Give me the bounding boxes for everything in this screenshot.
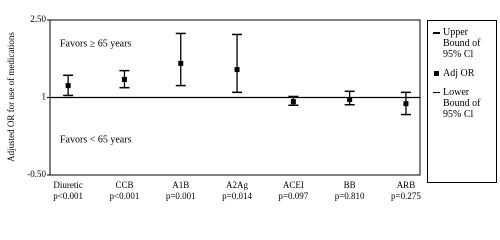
legend-entry: Adj OR (431, 68, 493, 79)
p-value-label: p=0.001 (166, 191, 196, 201)
x-tick-label: CCB (115, 180, 133, 190)
x-tick-label: ACEI (283, 180, 304, 190)
legend-symbol (431, 87, 443, 120)
legend-label: Adj OR (443, 68, 475, 79)
point (290, 99, 296, 105)
p-value-label: p=0.810 (335, 191, 365, 201)
legend-label: Upper Bound of 95% Cl (443, 27, 481, 60)
p-value-label: p=0.014 (222, 191, 252, 201)
point (121, 76, 127, 82)
y-tick-label: -0.50 (27, 169, 46, 179)
x-tick-label: A2Ag (226, 180, 248, 190)
annotation: Favors < 65 years (60, 134, 132, 145)
legend-entry: Lower Bound of 95% Cl (431, 87, 493, 120)
legend-symbol (431, 68, 443, 79)
legend-label: Lower Bound of 95% Cl (443, 87, 481, 120)
legend-entry: Upper Bound of 95% Cl (431, 27, 493, 60)
y-axis-label: Adjusted OR for use of medications (6, 32, 16, 162)
point (403, 101, 409, 107)
y-tick-label: 2.50 (30, 14, 46, 24)
y-tick-label: 1 (42, 92, 47, 102)
p-value-label: p=0.275 (391, 191, 421, 201)
annotation: Favors ≥ 65 years (60, 38, 131, 49)
point (347, 97, 353, 103)
page: Adjusted OR for use of medications Favor… (6, 14, 497, 202)
x-tick-label: Diuretic (53, 180, 83, 190)
x-tick-label: ARB (397, 180, 416, 190)
legend-symbol (431, 27, 443, 60)
p-value-label: p<0.001 (110, 191, 140, 201)
x-tick-label: BB (344, 180, 356, 190)
point (178, 60, 184, 66)
chart: Adjusted OR for use of medications Favor… (6, 14, 421, 201)
legend: Upper Bound of 95% Cl Adj OR Lower Bound o… (427, 20, 497, 183)
point (65, 83, 71, 89)
p-value-label: p=0.097 (278, 191, 308, 201)
x-tick-label: A1B (172, 180, 189, 190)
point (234, 67, 240, 73)
p-value-label: p<0.001 (53, 191, 83, 201)
